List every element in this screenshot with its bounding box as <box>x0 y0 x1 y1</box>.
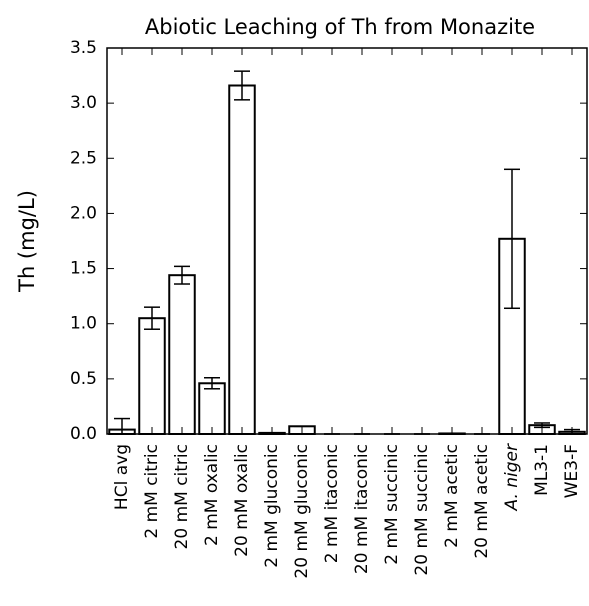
x-tick-label: 20 mM gluconic <box>292 444 312 579</box>
bar <box>168 274 196 435</box>
y-tick-label: 0.5 <box>70 369 97 389</box>
y-tick-label: 3.0 <box>70 93 97 113</box>
x-tick-label: 2 mM oxalic <box>202 444 222 546</box>
x-tick-label: 2 mM succinic <box>382 444 402 565</box>
y-tick-label: 2.5 <box>70 148 97 168</box>
x-tick-label: 20 mM itaconic <box>352 444 372 574</box>
bar <box>198 382 226 436</box>
x-tick-label: 20 mM acetic <box>472 444 492 559</box>
x-tick-label: 20 mM citric <box>172 444 192 549</box>
x-tick-label: HCl avg <box>112 444 132 510</box>
y-axis-label: Th (mg/L) <box>15 190 39 293</box>
bar <box>138 317 166 436</box>
y-tick-label: 1.0 <box>70 314 97 334</box>
chart-title: Abiotic Leaching of Th from Monazite <box>145 15 535 39</box>
bar <box>228 84 256 436</box>
x-tick-label: 2 mM citric <box>142 444 162 539</box>
y-tick-label: 2.0 <box>70 203 97 223</box>
x-tick-label: A. niger <box>502 443 522 512</box>
y-tick-label: 1.5 <box>70 259 97 279</box>
x-tick-label: 2 mM itaconic <box>322 444 342 563</box>
x-tick-label: 20 mM succinic <box>412 444 432 576</box>
y-tick-label: 3.5 <box>70 38 97 58</box>
x-tick-label: 2 mM gluconic <box>262 444 282 568</box>
y-tick-label: 0.0 <box>70 424 97 444</box>
x-tick-label: ML3-1 <box>532 444 552 496</box>
x-tick-label: WE3-F <box>562 444 582 498</box>
plot-frame <box>106 47 588 435</box>
x-tick-label: 2 mM acetic <box>442 444 462 548</box>
x-tick-label: 20 mM oxalic <box>232 444 252 557</box>
